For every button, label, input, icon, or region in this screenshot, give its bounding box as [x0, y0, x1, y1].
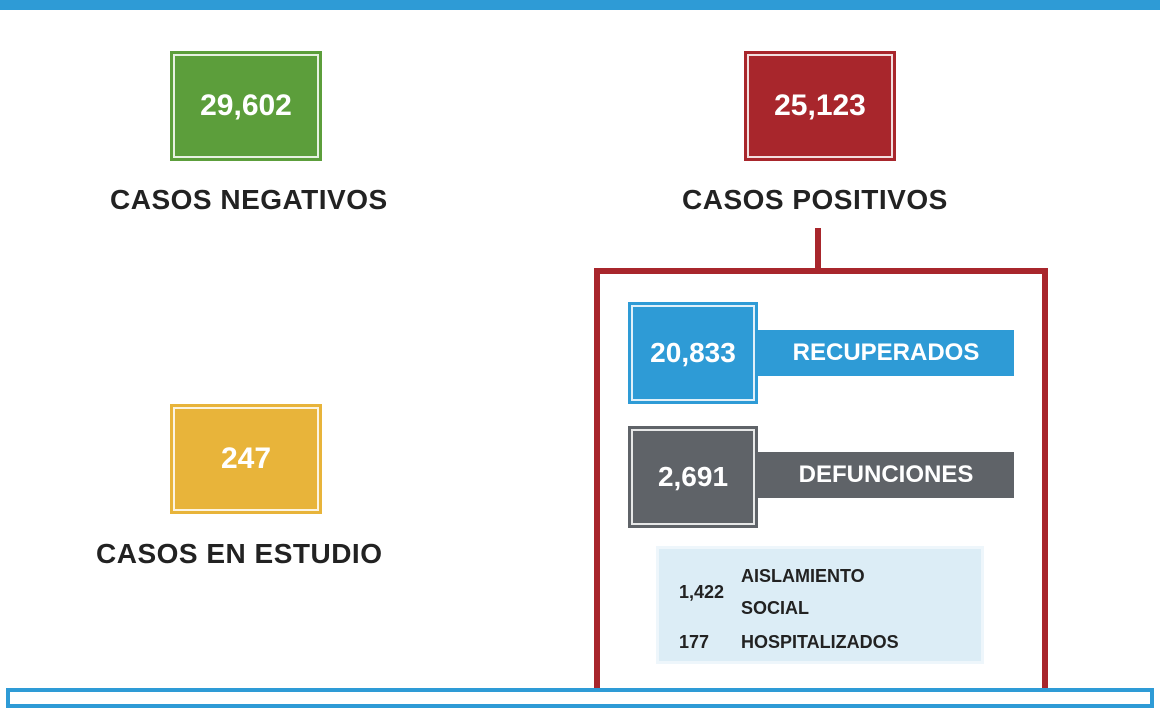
negative-cases-label: CASOS NEGATIVOS	[110, 184, 388, 215]
recovered-value: 20,833	[650, 337, 736, 368]
deaths-label: DEFUNCIONES	[758, 452, 1014, 498]
positive-breakdown-frame	[594, 268, 1048, 708]
top-accent-bar	[0, 0, 1160, 10]
footer-panel	[6, 688, 1154, 708]
positive-connector-line	[815, 228, 821, 271]
negative-cases-value: 29,602	[200, 89, 292, 122]
positive-cases-value-box: 25,123	[744, 51, 896, 161]
hospitalized-label: HOSPITALIZADOS	[741, 632, 899, 652]
isolation-value: 1,422	[679, 582, 725, 602]
isolation-label-line2: SOCIAL	[741, 598, 810, 618]
active-cases-detail-box: 1,422 AISLAMIENTO SOCIAL 177 HOSPITALIZA…	[656, 546, 984, 664]
recovered-label: RECUPERADOS	[758, 330, 1014, 376]
deaths-value-box: 2,691	[628, 426, 758, 528]
study-cases-value-box: 247	[170, 404, 322, 514]
deaths-value: 2,691	[657, 461, 729, 492]
negative-cases-value-box: 29,602	[170, 51, 322, 161]
hospitalized-value: 177	[679, 632, 710, 652]
isolation-label-line1: AISLAMIENTO	[741, 566, 865, 586]
recovered-value-box: 20,833	[628, 302, 758, 404]
study-cases-label: CASOS EN ESTUDIO	[96, 538, 383, 569]
study-cases-value: 247	[220, 442, 272, 475]
positive-cases-value: 25,123	[774, 89, 866, 122]
positive-cases-label: CASOS POSITIVOS	[682, 184, 948, 215]
